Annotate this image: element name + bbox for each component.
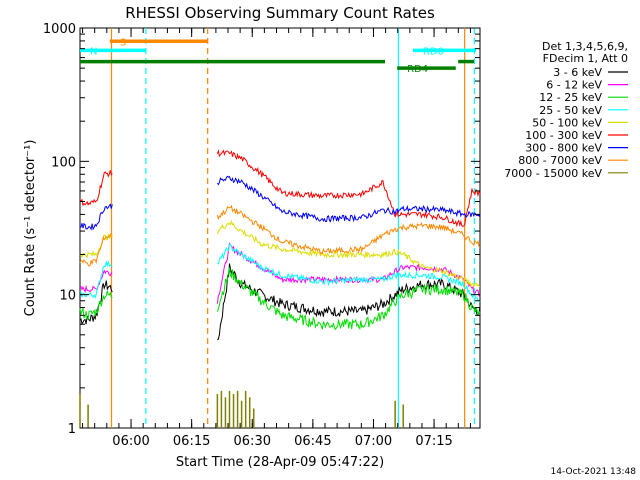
series-line: [79, 280, 113, 326]
status-bars: S N RD4 RD0: [80, 37, 476, 75]
series-line: [216, 149, 481, 228]
legend-label: 100 - 300 keV: [525, 129, 602, 142]
y-axis: 1 10 100 1000: [43, 22, 480, 437]
x-tick-label: 07:15: [415, 434, 452, 449]
series-line: [79, 170, 113, 207]
series-line: [216, 219, 481, 289]
series-line: [217, 243, 481, 303]
y-tick-label: 1000: [43, 22, 76, 37]
legend-label: 25 - 50 keV: [539, 104, 602, 117]
legend-header: Det 1,3,4,5,6,9,: [542, 40, 628, 53]
status-bar-label: RD0: [423, 46, 444, 57]
legend-label: 7000 - 15000 keV: [504, 167, 602, 180]
series-line: [79, 269, 113, 294]
series-line: [79, 290, 113, 321]
x-tick-label: 06:30: [234, 434, 271, 449]
legend-label: 6 - 12 keV: [546, 79, 602, 92]
legend-label: 50 - 100 keV: [532, 116, 602, 129]
x-axis-label: Start Time (28-Apr-09 05:47:22): [176, 455, 384, 470]
y-tick-label: 1: [68, 422, 76, 437]
status-bar-label: N: [90, 46, 97, 57]
legend-label: 300 - 800 keV: [525, 142, 602, 155]
status-bar-label: S: [120, 37, 126, 48]
plot-frame: [79, 27, 481, 429]
series-line: [217, 175, 481, 223]
series-line: [79, 260, 113, 300]
x-tick-label: 07:00: [355, 434, 392, 449]
series-line: [216, 267, 481, 331]
timestamp: 14-Oct-2021 13:48: [551, 467, 637, 477]
series-line: [79, 203, 113, 231]
legend-label: 800 - 7000 keV: [518, 154, 602, 167]
series-group: [79, 149, 481, 428]
legend: Det 1,3,4,5,6,9,FDecim 1, Att 03 - 6 keV…: [504, 40, 628, 180]
legend-label: 3 - 6 keV: [553, 66, 602, 79]
status-bar-label: RD4: [407, 64, 428, 75]
x-tick-label: 06:15: [173, 434, 210, 449]
series-line: [79, 232, 113, 259]
series-line: [79, 233, 113, 267]
legend-label: 12 - 25 keV: [539, 91, 602, 104]
y-tick-label: 10: [59, 289, 76, 304]
legend-header: FDecim 1, Att 0: [543, 52, 628, 65]
series-line: [216, 204, 481, 256]
x-tick-label: 06:00: [112, 434, 149, 449]
y-axis-label: Count Rate (s⁻¹ detector⁻¹): [23, 140, 38, 317]
y-tick-label: 100: [51, 155, 76, 170]
x-tick-label: 06:45: [294, 434, 331, 449]
vertical-markers: [110, 28, 475, 428]
x-axis: 06:00 06:15 06:30 06:45 07:00 07:15: [82, 28, 471, 449]
series-line: [217, 263, 481, 341]
chart-title: RHESSI Observing Summary Count Rates: [125, 4, 435, 22]
